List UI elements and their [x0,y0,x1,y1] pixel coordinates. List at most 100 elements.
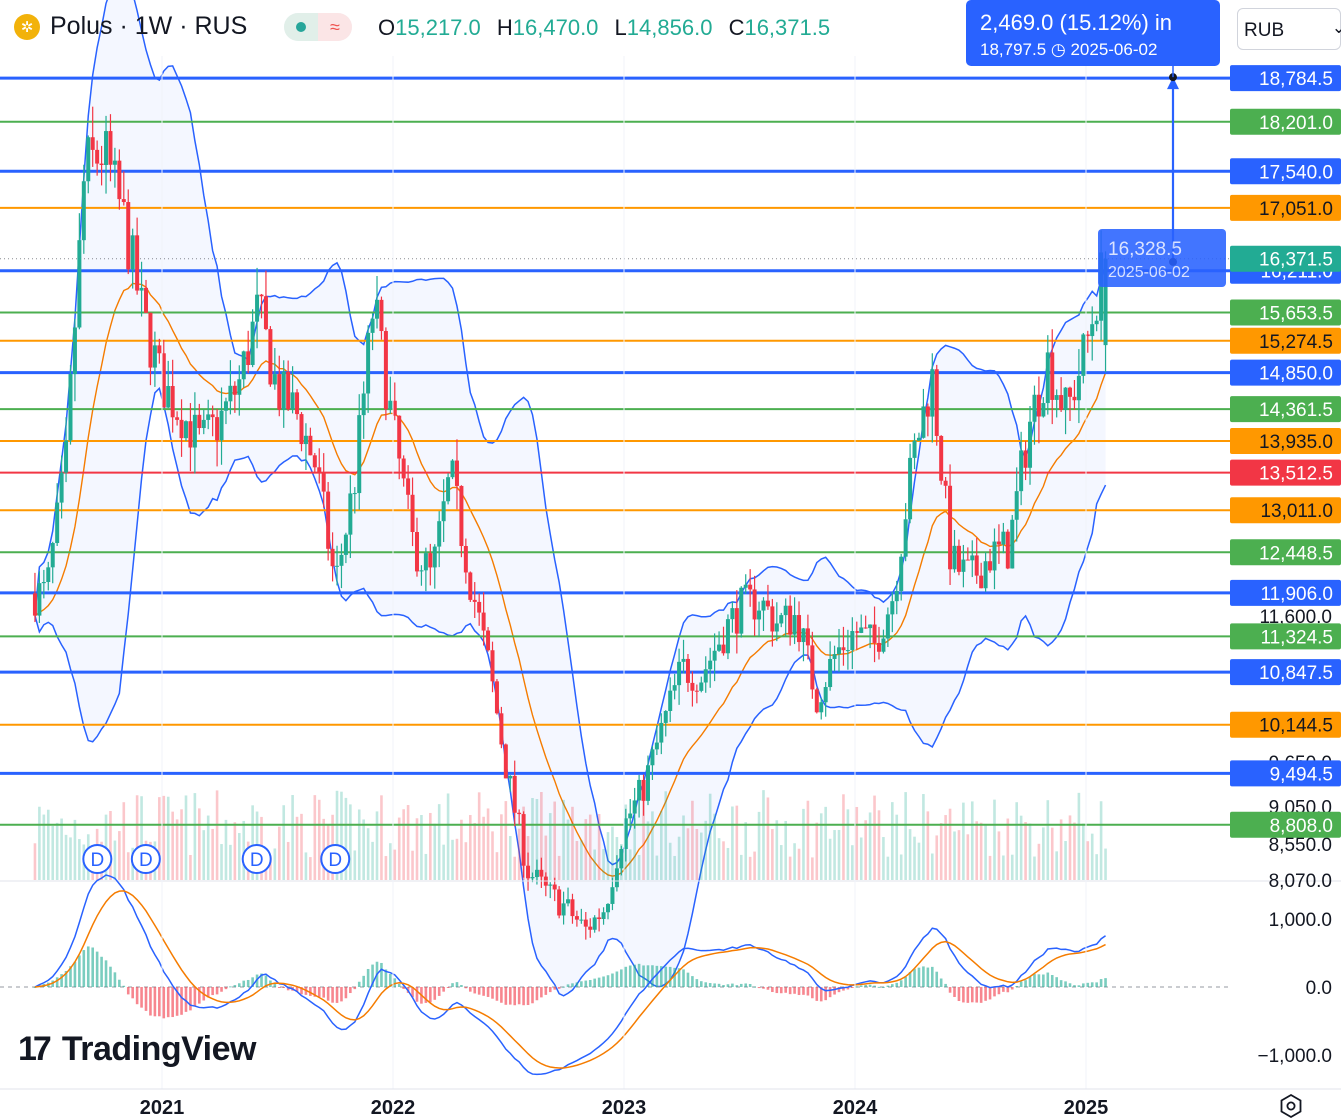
candle-body [108,131,113,165]
symbol-title[interactable]: Polus · 1W · RUS [50,12,248,40]
tradingview-logo[interactable]: 17 TradingView [18,1030,256,1069]
candle-body [95,149,100,164]
volume-bar [988,855,992,880]
volume-bar [646,821,650,880]
volume-bar [495,852,499,880]
volume-bar [442,844,445,880]
candle-body [1019,450,1024,492]
level-label-bg-15,274.5 [1230,327,1341,354]
level-label-13,935.0: 13,935.0 [1259,432,1333,453]
volume-bar [957,830,961,880]
macd-histogram-bar [91,947,94,987]
candle-body [703,669,708,683]
macd-histogram-bar [930,966,934,987]
level-label-bg-14,850.0 [1230,359,1341,386]
candle-body [117,160,122,200]
macd-histogram-bar [548,987,552,993]
candle-body [908,457,913,520]
volume-bar [286,841,290,880]
candle-body [144,287,149,313]
candle-body [352,493,357,495]
measure-tooltip[interactable]: 2,469.0 (15.12%) in 18,797.5 ◷ 2025-06-0… [966,0,1220,66]
candle-body [423,553,428,571]
volume-bar [548,813,552,880]
candle-body [970,555,975,561]
macd-histogram-bar [993,987,996,997]
volume-bar [455,838,459,880]
macd-line [34,874,1106,1076]
candle-body [472,599,477,602]
volume-bar [966,834,970,880]
macd-histogram-bar [255,974,259,987]
ohlc-close-value: 16,371.5 [744,15,831,40]
macd-histogram-bar [60,974,63,987]
volume-bar [668,842,672,880]
candle-body [885,614,890,639]
volume-bar [477,792,481,880]
candle-body [783,605,788,616]
level-label-bg-17,051.0 [1230,194,1341,221]
macd-histogram-bar [526,987,530,1006]
candle-body [619,849,624,869]
volume-bar [913,836,916,880]
level-label-10,144.5: 10,144.5 [1259,716,1333,737]
macd-histogram-bar [455,982,459,987]
macd-histogram-bar [73,961,77,987]
candle-body [1005,531,1010,569]
volume-bar [380,795,383,880]
candle-body [850,631,855,651]
volume-bar [664,791,668,880]
price-axis[interactable]: 11,600.010,850.09,650.09,050.08,550.08,0… [1230,56,1341,892]
macd-histogram-bar [713,983,716,987]
market-open-icon[interactable] [284,13,318,41]
status-pills[interactable]: ≈ [284,13,352,41]
macd-histogram-bar [1015,986,1018,988]
price-tick-label: 11,600.0 [1259,607,1332,628]
volume-bar [437,804,441,880]
macd-histogram-bar [95,951,99,987]
candle-body [988,561,993,571]
candle-body [801,628,806,643]
time-axis[interactable]: 2021 2022 2023 2024 2025 [0,1088,1341,1119]
volume-bar [704,820,708,880]
macd-histogram-bar [171,987,174,1018]
candle-body [743,584,748,588]
macd-histogram-bar [904,976,907,987]
macd-histogram-bar [939,978,943,987]
candle-body [534,869,539,878]
compare-icon[interactable]: ≈ [318,13,352,41]
macd-histogram-bar [819,987,823,1002]
macd-histogram-bar [735,985,739,987]
volume-bar [673,855,676,880]
candle-body [255,294,260,322]
candle-body [1076,375,1081,401]
macd-histogram-bar [966,987,970,1003]
candle-body [530,877,535,879]
volume-bar [797,848,801,880]
macd-histogram-bar [753,986,756,988]
volume-bar [651,811,654,880]
candle-body [228,385,233,402]
macd-histogram-bar [970,987,974,1003]
candle-body [1036,394,1041,417]
level-label-17,051.0: 17,051.0 [1259,199,1333,220]
macd-histogram-bar [362,975,365,987]
macd-histogram-bar [251,977,254,987]
macd-histogram-bar [842,987,845,991]
macd-histogram-bar [895,982,899,987]
candle-body [654,742,659,750]
macd-histogram-bar [1037,974,1041,987]
settings-icon[interactable] [1278,1093,1304,1119]
candle-body [588,926,593,930]
macd-histogram-bar [588,980,592,987]
candle-body [837,647,842,655]
chart-header: ✲ Polus · 1W · RUS ≈ O15,217.0 H16,470.0… [0,0,1230,56]
horizontal-levels[interactable] [0,76,1230,826]
macd-histogram-bar [846,987,850,990]
candle-body [574,916,579,920]
volume-bar [508,836,512,880]
currency-select[interactable]: RUB ⌄ [1237,8,1341,50]
volume-bar [731,806,734,880]
